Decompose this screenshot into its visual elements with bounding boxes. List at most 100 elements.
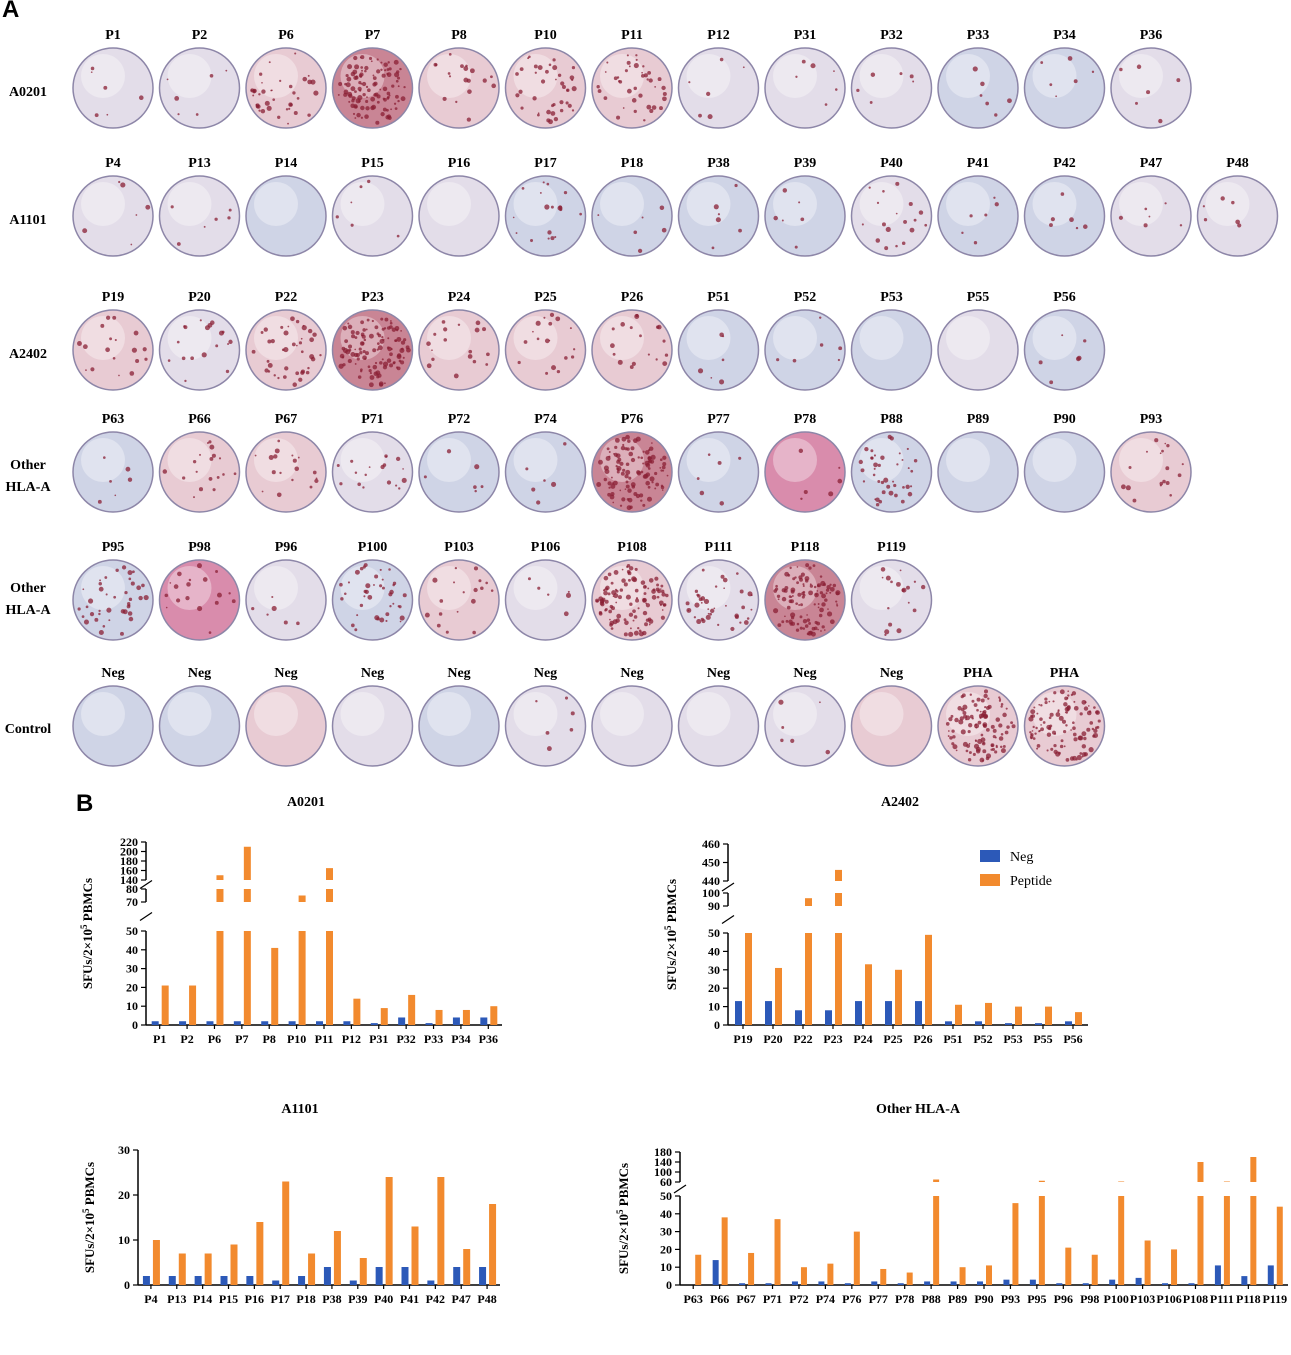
y-tick-label: 160 — [120, 864, 138, 878]
spot — [1119, 67, 1123, 72]
elispot-well — [937, 47, 1019, 129]
peptide-bar — [243, 846, 251, 880]
well-highlight — [773, 316, 817, 360]
spot — [620, 471, 625, 476]
spot — [773, 215, 778, 221]
spot — [545, 730, 550, 735]
well-disc — [158, 309, 241, 391]
spot — [345, 73, 349, 78]
spot — [888, 622, 893, 627]
spot — [820, 580, 826, 587]
spot — [909, 485, 913, 488]
spot — [520, 106, 524, 110]
elispot-well — [72, 47, 154, 129]
spot — [624, 488, 627, 490]
spot — [789, 566, 792, 570]
x-tick-label: P17 — [271, 1292, 290, 1306]
spot — [861, 223, 864, 226]
spot — [292, 91, 296, 95]
spot — [648, 623, 651, 626]
spot — [448, 52, 452, 56]
spot — [338, 363, 344, 369]
spot — [386, 346, 390, 350]
spot — [639, 334, 642, 338]
spot — [621, 497, 626, 502]
well-label: P14 — [275, 156, 298, 171]
well-disc — [764, 175, 846, 257]
spot — [354, 628, 358, 632]
spot — [216, 475, 220, 479]
spot — [1073, 700, 1076, 703]
spot — [1072, 732, 1077, 737]
elispot-well — [1110, 47, 1192, 129]
spot — [460, 64, 464, 69]
spot — [1088, 710, 1092, 713]
spot — [884, 246, 889, 251]
spot — [800, 603, 803, 607]
spot — [965, 715, 971, 721]
elispot-well — [937, 175, 1019, 257]
well-highlight — [859, 316, 904, 360]
well-disc — [591, 431, 673, 513]
y-tick-label: 80 — [126, 882, 138, 896]
well-highlight — [254, 692, 298, 736]
spot — [142, 347, 147, 352]
peptide-bar — [298, 895, 306, 902]
spot — [364, 589, 369, 595]
elispot-well — [1023, 685, 1106, 767]
spot — [977, 738, 983, 745]
well-highlight — [427, 566, 471, 610]
row-label: Other HLA-A — [5, 581, 51, 618]
well-label: P39 — [794, 156, 817, 171]
spot — [433, 332, 437, 336]
y-axis-label: SFUs/2×105 PBMCs — [615, 1163, 631, 1274]
spot — [829, 586, 835, 592]
spot — [804, 579, 809, 583]
spot — [362, 328, 366, 332]
spot — [128, 597, 133, 601]
well-disc — [764, 685, 846, 767]
spot — [994, 113, 998, 117]
well-label: P32 — [880, 28, 903, 43]
spot — [368, 369, 372, 373]
spot — [217, 592, 222, 598]
spot — [548, 63, 552, 67]
well-label: P56 — [1053, 290, 1076, 305]
spot — [747, 591, 753, 597]
spot — [127, 611, 133, 616]
spot — [563, 442, 567, 446]
well-disc — [850, 559, 933, 641]
spot — [647, 456, 652, 461]
well-label: Neg — [880, 666, 903, 681]
spot — [924, 223, 928, 227]
spot — [485, 581, 488, 585]
spot — [282, 375, 287, 379]
spot — [190, 356, 194, 361]
spot — [982, 722, 988, 727]
x-tick-label: P52 — [973, 1032, 992, 1046]
well-disc — [1110, 175, 1192, 257]
spot — [354, 471, 358, 475]
spot — [1083, 752, 1088, 757]
peptide-bar — [333, 1231, 341, 1285]
spot — [954, 717, 959, 723]
spot — [610, 343, 615, 349]
spot — [400, 329, 402, 332]
peptide-bar — [437, 1177, 445, 1285]
spot — [285, 108, 289, 111]
spot — [998, 699, 1002, 702]
peptide-bar — [880, 1268, 887, 1285]
spot — [780, 738, 784, 743]
elispot-well — [331, 559, 414, 641]
spot — [603, 96, 608, 100]
spot — [615, 601, 618, 604]
neg-bar — [151, 1021, 159, 1025]
spot — [90, 71, 93, 73]
well-disc — [850, 309, 933, 391]
spot — [1034, 732, 1037, 735]
spot — [620, 445, 626, 451]
elispot-well — [677, 559, 760, 641]
spot — [309, 337, 315, 343]
spot — [395, 456, 401, 462]
spot — [562, 85, 566, 89]
